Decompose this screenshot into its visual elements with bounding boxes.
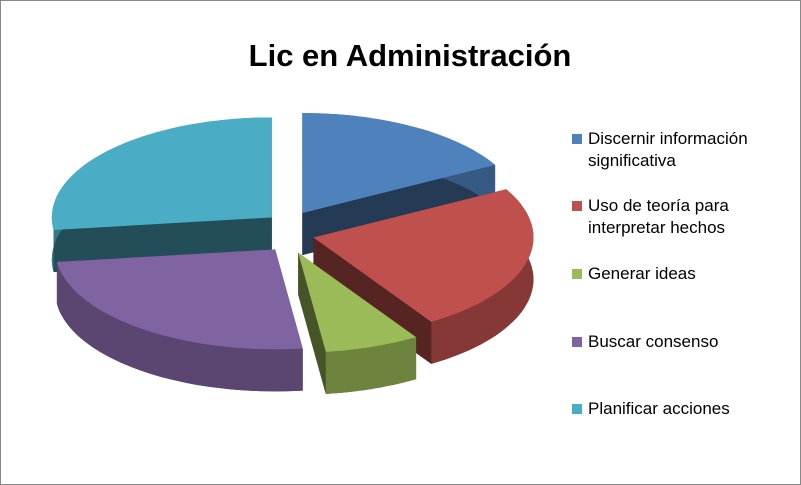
pie-slice xyxy=(302,113,496,214)
pie-slice xyxy=(298,252,417,352)
legend-swatch xyxy=(572,404,582,414)
legend-item: Uso de teoría para interpretar hechos xyxy=(572,195,794,239)
slice-wall xyxy=(325,337,417,394)
legend-item: Generar ideas xyxy=(572,263,696,285)
legend-swatch xyxy=(572,134,582,144)
legend-label: Planificar acciones xyxy=(588,399,730,418)
legend-item: Discernir información significativa xyxy=(572,128,794,172)
legend-label: Generar ideas xyxy=(588,264,696,283)
slice-wall xyxy=(56,261,303,392)
legend-swatch xyxy=(572,269,582,279)
legend-item: Planificar acciones xyxy=(572,398,730,420)
chart-title: Lic en Administración xyxy=(249,38,572,73)
legend-label: Uso de teoría para interpretar hechos xyxy=(588,196,729,237)
slice-edge xyxy=(298,252,326,394)
pie-slice xyxy=(313,189,534,322)
pie-slice xyxy=(56,249,303,350)
legend-swatch xyxy=(572,337,582,347)
legend-item: Buscar consenso xyxy=(572,331,718,353)
legend-label: Buscar consenso xyxy=(588,332,719,351)
pie-slice xyxy=(51,117,272,230)
legend-swatch xyxy=(572,201,582,211)
slice-wall xyxy=(431,189,534,364)
pie xyxy=(51,113,534,394)
legend-label: Discernir información significativa xyxy=(588,129,748,170)
